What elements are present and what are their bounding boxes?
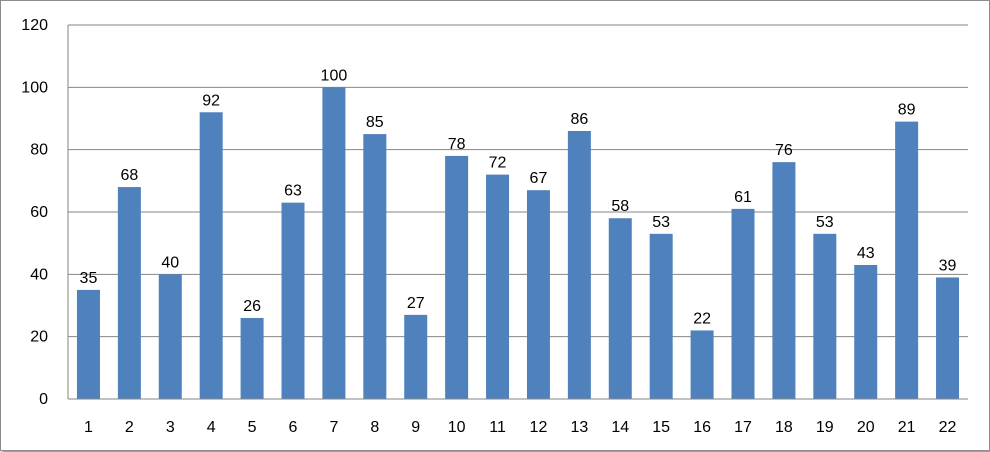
x-tick-label: 15 bbox=[652, 419, 670, 436]
y-tick-label: 60 bbox=[30, 204, 48, 221]
x-tick-label: 7 bbox=[329, 419, 338, 436]
bar bbox=[76, 289, 100, 399]
bar bbox=[199, 112, 223, 400]
bar bbox=[526, 190, 550, 399]
x-tick-label: 8 bbox=[370, 419, 379, 436]
x-tick-label: 6 bbox=[289, 419, 298, 436]
data-label: 58 bbox=[611, 198, 629, 215]
data-label: 72 bbox=[489, 155, 507, 172]
y-tick-label: 40 bbox=[30, 266, 48, 283]
data-label: 85 bbox=[366, 114, 384, 131]
bar bbox=[158, 274, 182, 399]
x-tick-label: 17 bbox=[734, 419, 752, 436]
bar bbox=[895, 121, 919, 399]
x-tick-label: 20 bbox=[857, 419, 875, 436]
bar bbox=[363, 134, 387, 400]
y-tick-label: 0 bbox=[39, 391, 48, 408]
bar bbox=[567, 130, 591, 399]
bar bbox=[936, 277, 960, 399]
data-label: 43 bbox=[857, 245, 875, 262]
bar bbox=[322, 87, 346, 399]
data-label: 92 bbox=[202, 92, 220, 109]
data-label: 22 bbox=[693, 310, 711, 327]
x-tick-label: 18 bbox=[775, 419, 793, 436]
bar bbox=[240, 317, 264, 399]
x-tick-label: 14 bbox=[611, 419, 629, 436]
data-label: 39 bbox=[939, 257, 957, 274]
data-label: 68 bbox=[120, 167, 138, 184]
data-label: 27 bbox=[407, 295, 425, 312]
bar bbox=[690, 330, 714, 399]
bar bbox=[772, 162, 796, 399]
data-label: 86 bbox=[570, 111, 588, 128]
y-tick-label: 80 bbox=[30, 142, 48, 159]
x-tick-label: 12 bbox=[530, 419, 548, 436]
bar bbox=[813, 233, 837, 399]
y-tick-label: 20 bbox=[30, 329, 48, 346]
y-tick-label: 100 bbox=[21, 79, 48, 96]
data-label: 76 bbox=[775, 142, 793, 159]
x-tick-label: 10 bbox=[448, 419, 466, 436]
x-tick-label: 4 bbox=[207, 419, 216, 436]
x-tick-label: 22 bbox=[939, 419, 957, 436]
bar bbox=[731, 208, 755, 399]
data-label: 100 bbox=[321, 67, 348, 84]
data-label: 53 bbox=[652, 214, 670, 231]
x-tick-label: 1 bbox=[84, 419, 93, 436]
bar bbox=[608, 218, 632, 399]
bar bbox=[486, 174, 510, 399]
data-label: 78 bbox=[448, 136, 466, 153]
bar bbox=[445, 155, 469, 399]
data-label: 63 bbox=[284, 183, 302, 200]
data-label: 89 bbox=[898, 102, 916, 119]
x-tick-label: 13 bbox=[570, 419, 588, 436]
data-label: 40 bbox=[161, 254, 179, 271]
data-label: 26 bbox=[243, 298, 261, 315]
bar bbox=[404, 314, 428, 399]
x-tick-label: 11 bbox=[489, 419, 506, 436]
bar bbox=[649, 233, 673, 399]
y-tick-label: 120 bbox=[21, 17, 48, 34]
x-tick-label: 2 bbox=[125, 419, 134, 436]
data-label: 53 bbox=[816, 214, 834, 231]
x-tick-label: 3 bbox=[166, 419, 175, 436]
data-label: 67 bbox=[530, 170, 548, 187]
bar bbox=[854, 264, 878, 399]
bar bbox=[117, 187, 141, 399]
x-tick-label: 21 bbox=[898, 419, 916, 436]
x-tick-label: 19 bbox=[816, 419, 834, 436]
bar bbox=[281, 202, 305, 399]
x-tick-label: 9 bbox=[411, 419, 420, 436]
data-label: 61 bbox=[734, 189, 752, 206]
data-label: 35 bbox=[80, 270, 98, 287]
x-tick-label: 5 bbox=[248, 419, 257, 436]
x-tick-label: 16 bbox=[693, 419, 711, 436]
